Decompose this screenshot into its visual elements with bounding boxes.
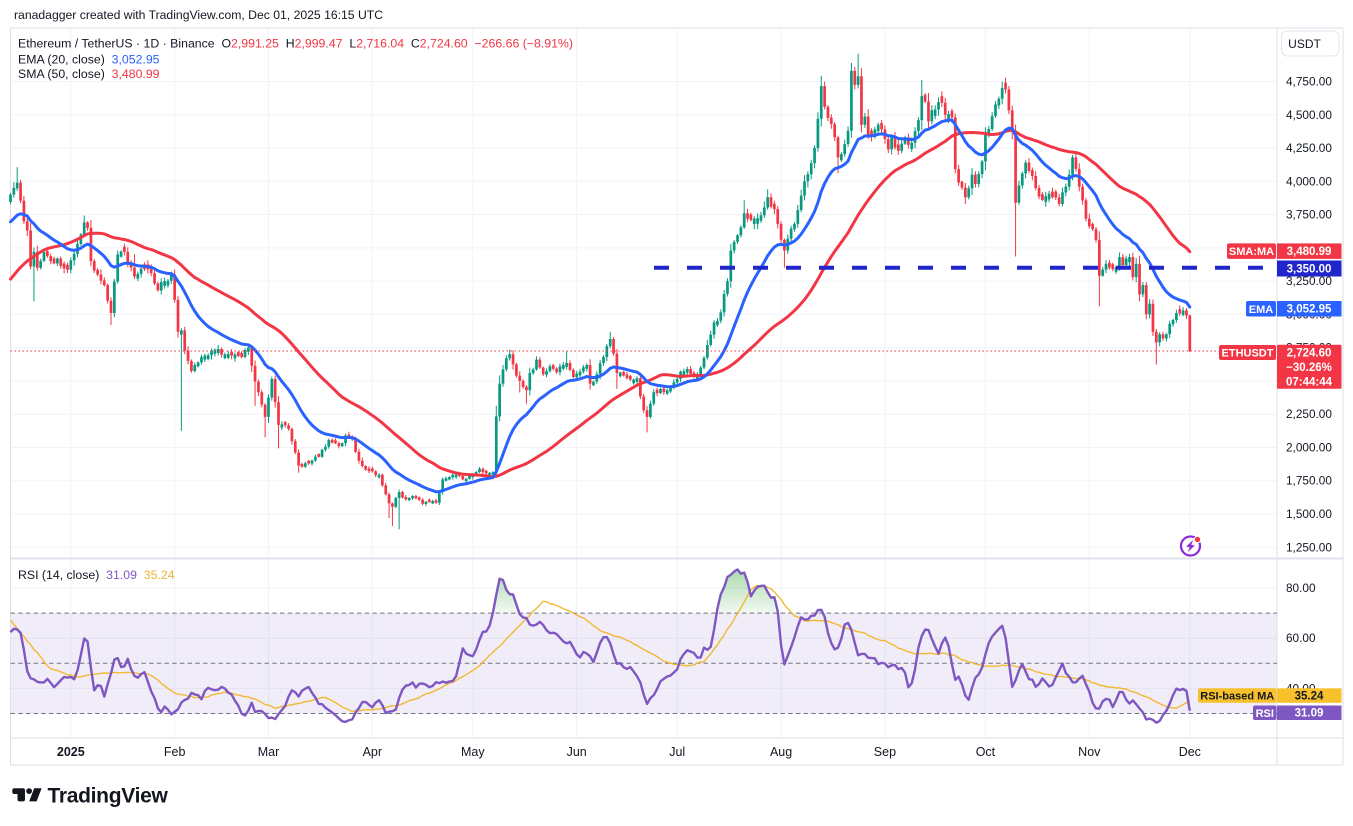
svg-text:4,000.00: 4,000.00 [1286, 174, 1332, 188]
svg-text:Aug: Aug [770, 745, 792, 759]
svg-text:3,750.00: 3,750.00 [1286, 208, 1332, 222]
svg-text:Dec: Dec [1179, 745, 1201, 759]
svg-text:Mar: Mar [258, 745, 280, 759]
svg-text:07:44:44: 07:44:44 [1286, 376, 1333, 388]
svg-text:2,250.00: 2,250.00 [1286, 407, 1332, 421]
svg-text:TradingView: TradingView [48, 785, 169, 808]
svg-text:RSI: RSI [1256, 708, 1274, 720]
svg-text:1,250.00: 1,250.00 [1286, 540, 1332, 554]
svg-text:Sep: Sep [874, 745, 896, 759]
svg-text:3,250.00: 3,250.00 [1286, 274, 1332, 288]
svg-text:Jul: Jul [669, 745, 685, 759]
svg-text:Nov: Nov [1078, 745, 1101, 759]
svg-text:4,750.00: 4,750.00 [1286, 75, 1332, 89]
svg-text:Oct: Oct [976, 745, 996, 759]
svg-text:80.00: 80.00 [1286, 581, 1316, 595]
svg-text:−30.26%: −30.26% [1286, 362, 1332, 374]
svg-text:2025: 2025 [57, 745, 85, 759]
svg-text:SMA (50, close) 3,480.99: SMA (50, close) 3,480.99 [18, 67, 160, 81]
svg-text:Ethereum / TetherUS · 1D · Bin: Ethereum / TetherUS · 1D · Binance O2,99… [18, 37, 573, 51]
svg-text:35.24: 35.24 [1295, 690, 1324, 702]
svg-text:60.00: 60.00 [1286, 631, 1316, 645]
svg-text:EMA (20, close) 3,052.95: EMA (20, close) 3,052.95 [18, 53, 160, 67]
svg-text:Apr: Apr [363, 745, 382, 759]
svg-text:3,350.00: 3,350.00 [1287, 264, 1332, 276]
svg-text:4,500.00: 4,500.00 [1286, 108, 1332, 122]
svg-text:RSI (14, close) 31.09 35.24: RSI (14, close) 31.09 35.24 [18, 568, 175, 582]
svg-text:2,000.00: 2,000.00 [1286, 440, 1332, 454]
svg-text:Feb: Feb [164, 745, 186, 759]
svg-text:RSI-based MA: RSI-based MA [1200, 691, 1274, 703]
svg-text:4,250.00: 4,250.00 [1286, 141, 1332, 155]
svg-text:Jun: Jun [567, 745, 587, 759]
svg-text:May: May [461, 745, 485, 759]
svg-text:31.09: 31.09 [1295, 708, 1324, 720]
svg-text:ETHUSDT: ETHUSDT [1222, 348, 1274, 360]
svg-text:3,052.95: 3,052.95 [1287, 303, 1332, 315]
svg-text:1,500.00: 1,500.00 [1286, 507, 1332, 521]
svg-text:1,750.00: 1,750.00 [1286, 474, 1332, 488]
svg-text:SMA:MA: SMA:MA [1229, 246, 1274, 258]
svg-text:3,480.99: 3,480.99 [1287, 246, 1332, 258]
svg-text:2,724.60: 2,724.60 [1287, 347, 1332, 359]
svg-text:USDT: USDT [1288, 37, 1321, 51]
svg-text:EMA: EMA [1249, 304, 1274, 316]
